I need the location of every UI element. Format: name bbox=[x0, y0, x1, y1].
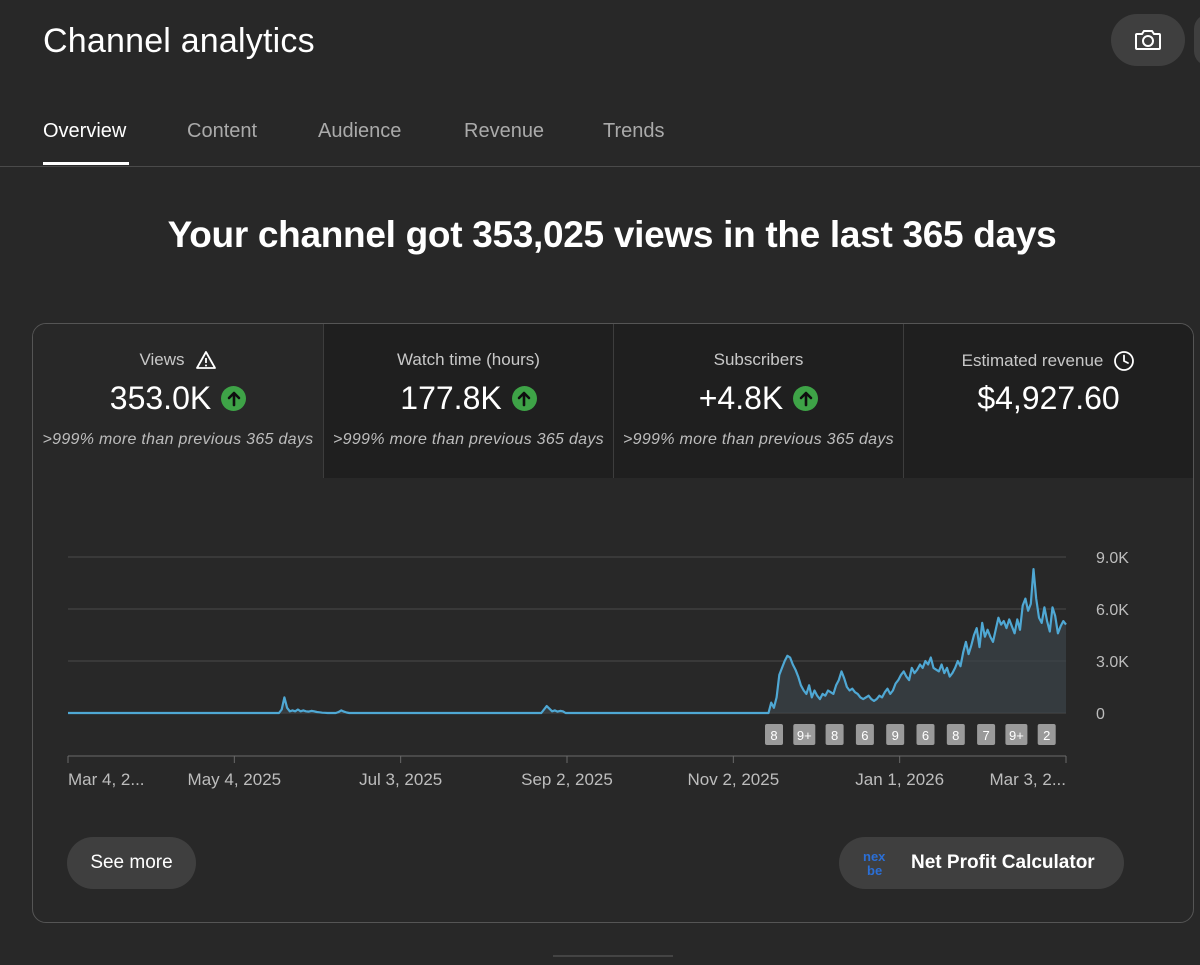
metric-label: Views bbox=[139, 350, 185, 369]
event-marker-label: 9+ bbox=[1009, 728, 1024, 743]
see-more-button[interactable]: See more bbox=[67, 837, 196, 889]
metric-revenue[interactable]: Estimated revenue $4,927.60 bbox=[903, 324, 1193, 478]
svg-text:nex: nex bbox=[863, 849, 886, 864]
metric-value: $4,927.60 bbox=[977, 380, 1120, 416]
net-profit-calculator-label: Net Profit Calculator bbox=[911, 852, 1095, 873]
series-area bbox=[68, 569, 1066, 713]
tab-content[interactable]: Content bbox=[187, 120, 258, 142]
event-marker-label: 8 bbox=[831, 728, 838, 743]
event-marker-label: 6 bbox=[861, 728, 868, 743]
metric-subscribers[interactable]: Subscribers +4.8K >999% more than previo… bbox=[613, 324, 903, 478]
event-marker bbox=[765, 724, 783, 745]
event-marker bbox=[946, 724, 965, 745]
event-marker bbox=[855, 724, 874, 745]
x-tick-label: Mar 4, 2... bbox=[68, 770, 145, 789]
y-tick-label: 3.0K bbox=[1096, 654, 1129, 671]
metric-value: 177.8K bbox=[400, 380, 502, 416]
metric-change: >999% more than previous 365 days bbox=[623, 431, 894, 448]
x-tick-label: Jul 3, 2025 bbox=[359, 770, 442, 789]
svg-text:be: be bbox=[867, 863, 882, 878]
x-tick-label: May 4, 2025 bbox=[188, 770, 282, 789]
event-marker-label: 9+ bbox=[797, 728, 812, 743]
event-marker bbox=[793, 724, 816, 745]
warning-icon[interactable] bbox=[195, 350, 217, 370]
event-marker bbox=[825, 724, 844, 745]
x-tick-label: Nov 2, 2025 bbox=[687, 770, 779, 789]
y-tick-label: 6.0K bbox=[1096, 602, 1129, 619]
event-marker-label: 6 bbox=[922, 728, 929, 743]
scroll-handle bbox=[553, 955, 673, 957]
metric-change: >999% more than previous 365 days bbox=[42, 431, 314, 448]
arrow-up-icon bbox=[221, 386, 247, 411]
series-line bbox=[68, 568, 1067, 715]
snapshot-button[interactable] bbox=[1111, 14, 1185, 66]
event-marker-label: 8 bbox=[770, 728, 777, 743]
metric-label: Watch time (hours) bbox=[397, 350, 540, 369]
metric-change: >999% more than previous 365 days bbox=[333, 431, 604, 448]
event-marker-label: 8 bbox=[952, 728, 959, 743]
arrow-up-icon bbox=[511, 386, 537, 411]
event-marker-label: 7 bbox=[982, 728, 989, 743]
analytics-card: Views 353.0K >999% more than previous 36… bbox=[32, 323, 1194, 923]
event-marker-label: 9 bbox=[892, 728, 899, 743]
tab-trends[interactable]: Trends bbox=[603, 120, 665, 142]
tab-overview[interactable]: Overview bbox=[43, 120, 127, 142]
metric-watch-time[interactable]: Watch time (hours) 177.8K >999% more tha… bbox=[323, 324, 613, 478]
metric-label: Subscribers bbox=[713, 350, 804, 369]
page-title: Channel analytics bbox=[43, 22, 315, 60]
metric-value: 353.0K bbox=[109, 380, 212, 416]
y-tick-label: 9.0K bbox=[1096, 550, 1129, 567]
event-marker-label: 2 bbox=[1043, 728, 1050, 743]
x-tick-label: Jan 1, 2026 bbox=[855, 770, 944, 789]
tab-bar: Overview Content Audience Revenue Trends bbox=[0, 100, 1200, 167]
metric-value: +4.8K bbox=[698, 380, 784, 416]
tab-revenue[interactable]: Revenue bbox=[464, 120, 545, 142]
summary-headline: Your channel got 353,025 views in the la… bbox=[167, 214, 1057, 255]
metric-label: Estimated revenue bbox=[961, 351, 1104, 370]
net-profit-calculator-button[interactable]: nex be Net Profit Calculator bbox=[839, 837, 1124, 889]
event-marker bbox=[977, 724, 996, 745]
event-marker bbox=[916, 724, 935, 745]
event-marker bbox=[886, 724, 905, 745]
event-marker bbox=[1037, 724, 1056, 745]
x-tick-label: Sep 2, 2025 bbox=[521, 770, 613, 789]
active-tab-indicator bbox=[43, 162, 129, 165]
clock-icon[interactable] bbox=[1113, 350, 1135, 372]
views-chart[interactable]: 9.0K 6.0K 3.0K 0 8 9+ 8 6 9 6 8 7 9+ 2 Mar 4, 2... May … bbox=[33, 324, 1193, 794]
metric-views[interactable]: Views 353.0K >999% more than previous 36… bbox=[33, 324, 323, 478]
camera-icon bbox=[1135, 30, 1161, 50]
tab-audience[interactable]: Audience bbox=[318, 120, 402, 142]
x-tick-label: Mar 3, 2... bbox=[989, 770, 1066, 789]
event-marker bbox=[1005, 724, 1028, 745]
nexbe-logo-icon: nex be bbox=[861, 848, 895, 878]
arrow-up-icon bbox=[793, 386, 819, 411]
more-button[interactable] bbox=[1194, 14, 1200, 66]
y-tick-label: 0 bbox=[1096, 706, 1105, 723]
